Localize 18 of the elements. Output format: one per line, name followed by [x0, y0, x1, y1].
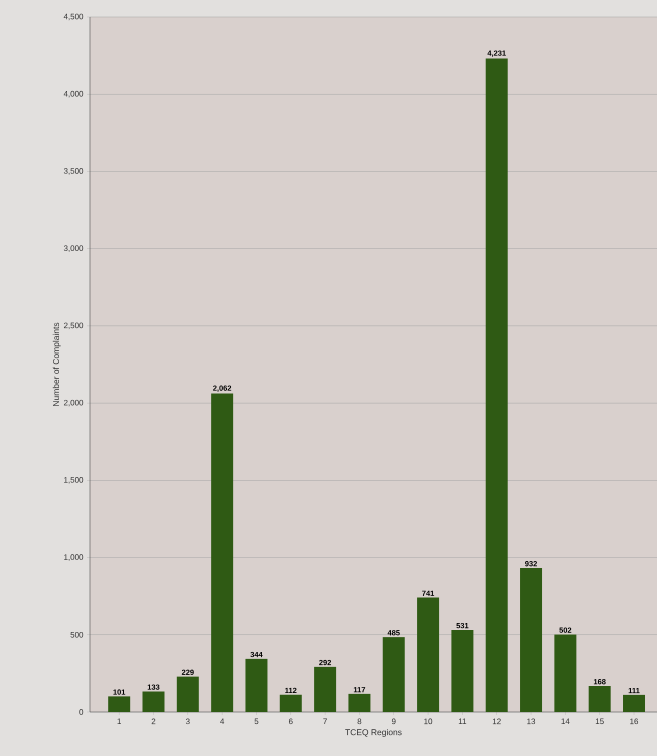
bar — [211, 394, 233, 712]
bar — [520, 568, 542, 712]
bar — [348, 694, 370, 712]
y-axis-title: Number of Complaints — [52, 322, 61, 406]
bar — [416, 598, 439, 712]
bar — [451, 630, 474, 712]
bar — [382, 637, 405, 712]
bar — [245, 658, 268, 712]
bar — [622, 694, 645, 712]
bar — [486, 58, 508, 712]
bar — [554, 634, 576, 712]
bar — [176, 676, 199, 712]
bar — [142, 691, 164, 712]
bar — [280, 694, 302, 712]
bar — [314, 666, 336, 712]
bar — [108, 696, 130, 712]
bar — [588, 686, 611, 712]
x-axis-title: TCEQ Regions — [345, 728, 402, 737]
